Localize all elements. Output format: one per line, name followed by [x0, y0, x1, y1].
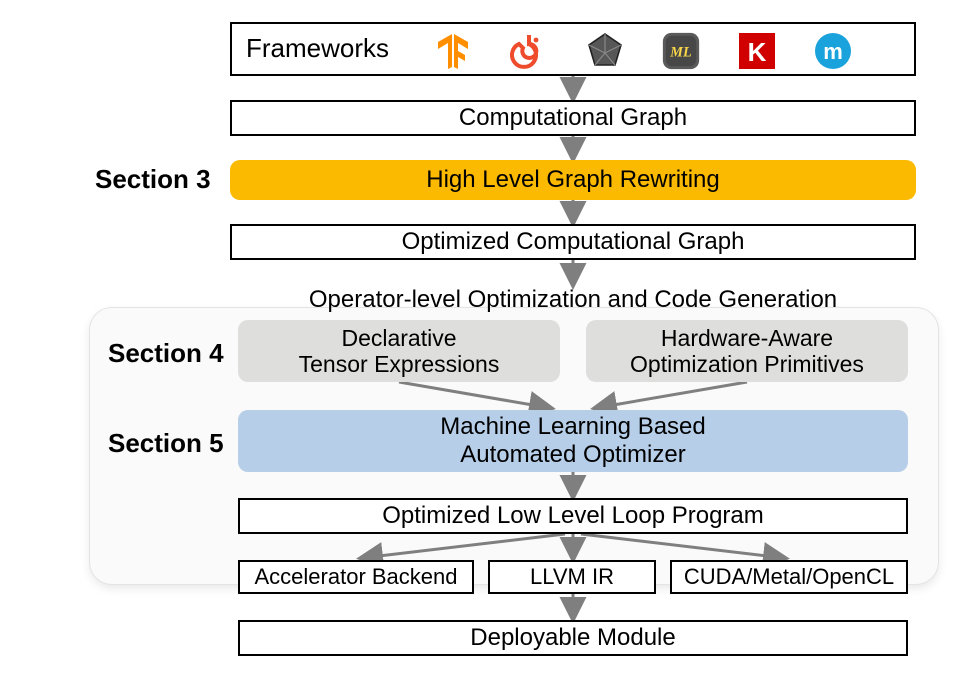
- section-5-label: Section 5: [108, 428, 224, 459]
- mxnet-icon: m: [812, 30, 854, 72]
- accel-text: Accelerator Backend: [255, 564, 458, 589]
- optimized-loop-box: Optimized Low Level Loop Program: [238, 498, 908, 534]
- llvm-text: LLVM IR: [530, 564, 614, 589]
- framework-icons-row: ML K m: [432, 30, 854, 72]
- hw-l1: Hardware-Aware: [661, 325, 833, 351]
- computational-graph-text: Computational Graph: [459, 104, 687, 132]
- optimized-graph-text: Optimized Computational Graph: [402, 228, 745, 256]
- tensorflow-icon: [432, 30, 474, 72]
- optimized-loop-text: Optimized Low Level Loop Program: [382, 502, 764, 530]
- computational-graph-box: Computational Graph: [230, 100, 916, 136]
- declarative-tensor-box: Declarative Tensor Expressions: [238, 320, 560, 382]
- svg-text:m: m: [823, 39, 843, 64]
- cuda-text: CUDA/Metal/OpenCL: [684, 564, 894, 589]
- frameworks-label: Frameworks: [246, 34, 389, 64]
- deployable-module-box: Deployable Module: [238, 620, 908, 656]
- svg-text:ML: ML: [669, 45, 692, 61]
- ml-optimizer-box: Machine Learning Based Automated Optimiz…: [238, 410, 908, 472]
- optimized-graph-box: Optimized Computational Graph: [230, 224, 916, 260]
- keras-icon: K: [736, 30, 778, 72]
- svg-text:K: K: [748, 37, 767, 67]
- ml-l2: Automated Optimizer: [460, 441, 685, 469]
- op-level-title: Operator-level Optimization and Code Gen…: [230, 286, 916, 314]
- frameworks-box: Frameworks: [230, 22, 916, 76]
- section-4-label: Section 4: [108, 338, 224, 369]
- llvm-ir-box: LLVM IR: [488, 560, 656, 594]
- cuda-metal-box: CUDA/Metal/OpenCL: [670, 560, 908, 594]
- accelerator-backend-box: Accelerator Backend: [238, 560, 474, 594]
- decl-l2: Tensor Expressions: [299, 351, 500, 377]
- high-level-rewriting-box: High Level Graph Rewriting: [230, 160, 916, 200]
- coreml-icon: ML: [660, 30, 702, 72]
- deploy-text: Deployable Module: [470, 624, 675, 652]
- section-3-label: Section 3: [95, 164, 211, 195]
- decl-l1: Declarative: [341, 325, 456, 351]
- pytorch-icon: [508, 30, 550, 72]
- hardware-aware-box: Hardware-Aware Optimization Primitives: [586, 320, 908, 382]
- ml-l1: Machine Learning Based: [440, 413, 706, 441]
- high-level-rewriting-text: High Level Graph Rewriting: [426, 166, 719, 194]
- diagram-root: Frameworks: [0, 0, 956, 678]
- onnx-icon: [584, 30, 626, 72]
- hw-l2: Optimization Primitives: [630, 351, 864, 377]
